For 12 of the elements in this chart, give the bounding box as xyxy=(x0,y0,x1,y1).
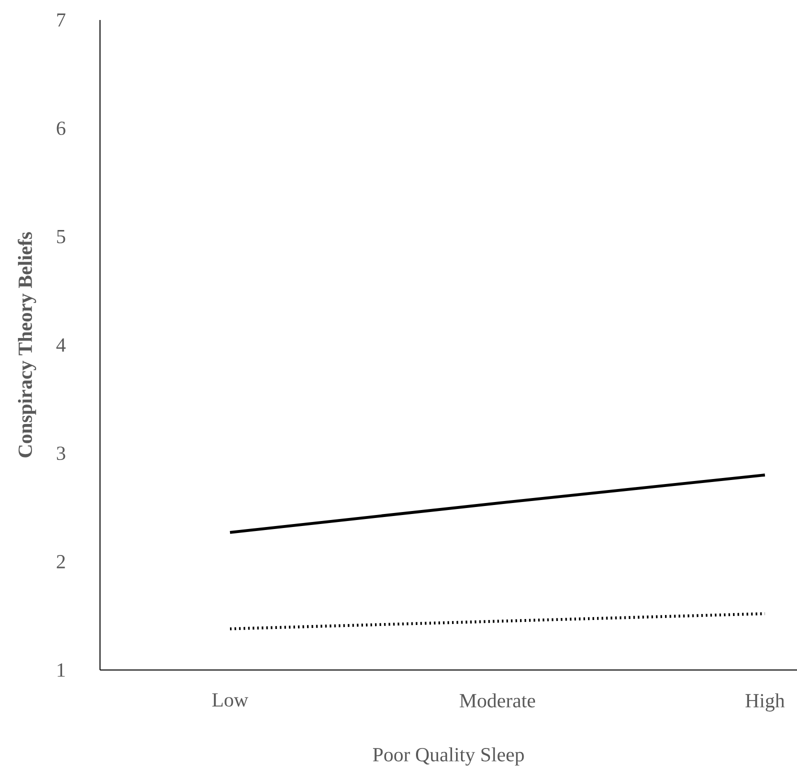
x-tick-label: Moderate xyxy=(460,693,536,708)
y-tick-label: 6 xyxy=(56,122,66,136)
y-tick-label: 3 xyxy=(56,446,66,460)
x-tick-label: High xyxy=(745,693,785,712)
x-tick-label: Low xyxy=(212,693,248,707)
y-tick-label: 7 xyxy=(57,13,66,27)
y-axis-title: Conspiracy Theory Beliefs xyxy=(18,232,36,458)
x-axis-title: Poor Quality Sleep xyxy=(372,747,524,766)
y-tick-label: 4 xyxy=(56,338,66,352)
y-tick-label: 5 xyxy=(57,230,66,244)
y-tick-label: 1 xyxy=(58,663,65,677)
y-tick-label: 2 xyxy=(56,555,65,568)
